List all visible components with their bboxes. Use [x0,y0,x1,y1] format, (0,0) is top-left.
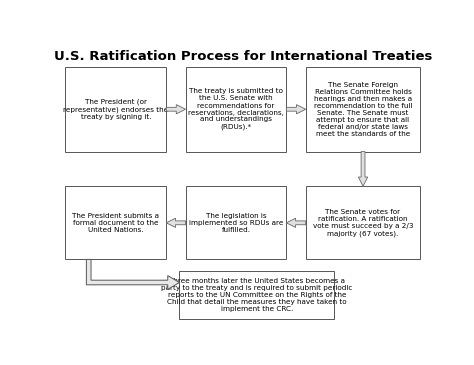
Text: The Senate votes for
ratification. A ratification
vote must succeed by a 2/3
maj: The Senate votes for ratification. A rat… [313,209,413,237]
FancyBboxPatch shape [65,67,166,151]
Polygon shape [358,151,368,186]
Text: The treaty is submitted to
the U.S. Senate with
recommendations for
reservations: The treaty is submitted to the U.S. Sena… [188,88,284,130]
FancyBboxPatch shape [186,186,286,260]
FancyBboxPatch shape [179,271,334,319]
Text: The legislation is
implemented so RDUs are
fulfilled.: The legislation is implemented so RDUs a… [189,213,283,233]
Text: The President (or
representative) endorses the
treaty by signing it.: The President (or representative) endors… [63,99,168,120]
FancyBboxPatch shape [306,67,420,151]
Text: The Senate Foreign
Relations Committee holds
hearings and then makes a
recommend: The Senate Foreign Relations Committee h… [314,82,412,137]
FancyBboxPatch shape [65,186,166,260]
Polygon shape [166,105,186,114]
FancyBboxPatch shape [186,67,286,151]
Polygon shape [286,105,306,114]
Polygon shape [286,218,306,227]
Polygon shape [86,260,179,289]
Polygon shape [166,218,186,227]
Text: The President submits a
formal document to the
United Nations.: The President submits a formal document … [73,213,159,233]
Text: U.S. Ratification Process for International Treaties: U.S. Ratification Process for Internatio… [54,50,432,63]
Text: Three months later the United States becomes a
party to the treaty and is requir: Three months later the United States bec… [161,278,353,312]
FancyBboxPatch shape [306,186,420,260]
